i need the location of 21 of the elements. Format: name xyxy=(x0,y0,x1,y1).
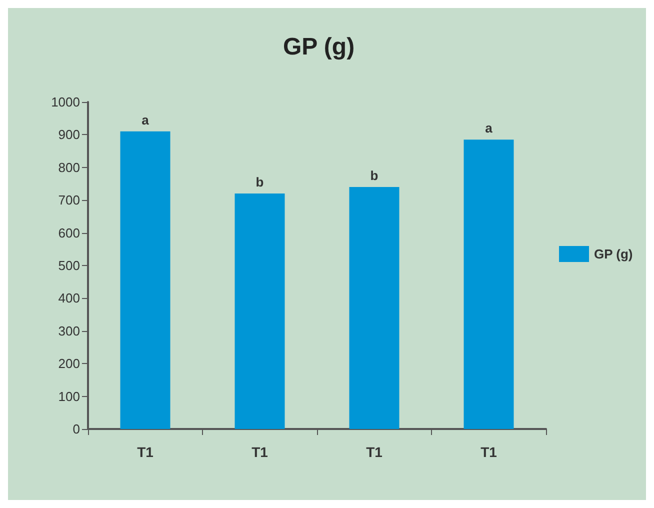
y-tick-label: 400 xyxy=(58,290,80,306)
y-tick-label: 900 xyxy=(58,127,80,142)
data-label: b xyxy=(370,168,378,184)
data-label: b xyxy=(256,174,264,190)
y-tick-label: 800 xyxy=(58,160,80,175)
legend-label: GP (g) xyxy=(594,246,633,262)
y-tick-label: 500 xyxy=(58,258,80,273)
y-tick-label: 300 xyxy=(58,323,80,338)
data-label: a xyxy=(142,112,150,128)
data-label: a xyxy=(485,120,494,136)
x-tick-label: T1 xyxy=(366,444,383,460)
y-tick-label: 1000 xyxy=(51,94,80,110)
y-tick-label: 700 xyxy=(58,192,80,208)
x-tick-label: T1 xyxy=(252,444,268,460)
x-tick-label: T1 xyxy=(137,444,154,460)
y-tick-label: 200 xyxy=(58,356,80,372)
y-tick-label: 0 xyxy=(72,422,80,436)
y-tick-label: 600 xyxy=(58,225,80,240)
x-tick-label: T1 xyxy=(480,444,498,460)
y-tick-label: 100 xyxy=(58,388,80,404)
chart-title: GP (g) xyxy=(283,34,355,60)
